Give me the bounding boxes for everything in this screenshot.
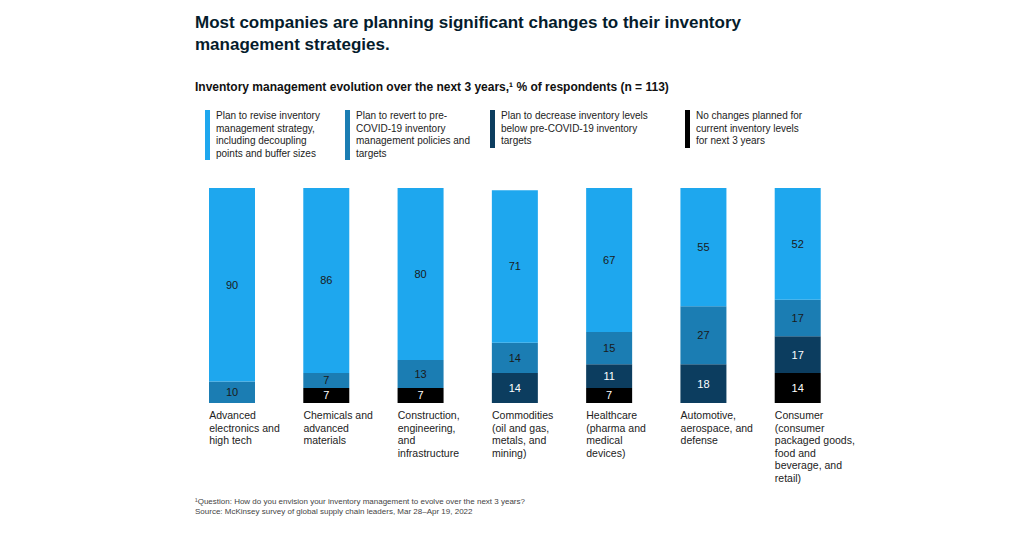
svg-text:14: 14 bbox=[509, 352, 521, 364]
svg-text:80: 80 bbox=[414, 268, 426, 280]
html-text:Plan to decrease inventory lev: Plan to decrease inventory levels below … bbox=[501, 110, 648, 146]
svg-text:Chemicals andadvancedmaterials: Chemicals andadvancedmaterials bbox=[303, 409, 373, 446]
svg-text:Automotive,aerospace, anddefen: Automotive,aerospace, anddefense bbox=[681, 409, 754, 446]
svg-text:17: 17 bbox=[792, 312, 804, 324]
svg-text:17: 17 bbox=[792, 349, 804, 361]
svg-text:18: 18 bbox=[697, 378, 709, 390]
svg-text:13: 13 bbox=[414, 368, 426, 380]
svg-text:90: 90 bbox=[226, 279, 238, 291]
html-text:Plan to revert to pre-COVID-19: Plan to revert to pre-COVID-19 inventory… bbox=[356, 110, 470, 159]
svg-text:7: 7 bbox=[323, 374, 329, 386]
svg-text:86: 86 bbox=[320, 274, 332, 286]
svg-text:7: 7 bbox=[323, 389, 329, 401]
svg-text:Healthcare(pharma andmedicalde: Healthcare(pharma andmedicaldevices) bbox=[586, 409, 646, 459]
html-text:Plan to revise inventory manag: Plan to revise inventory management stra… bbox=[216, 110, 320, 159]
svg-text:14: 14 bbox=[792, 382, 804, 394]
html-text:Source: McKinsey survey of glo: Source: McKinsey survey of global supply… bbox=[195, 507, 473, 516]
svg-text:52: 52 bbox=[792, 238, 804, 250]
svg-text:Construction,engineering,andin: Construction,engineering,andinfrastructu… bbox=[398, 409, 460, 459]
svg-text:67: 67 bbox=[603, 254, 615, 266]
svg-text:10: 10 bbox=[226, 386, 238, 398]
html-text:No changes planned for current: No changes planned for current inventory… bbox=[696, 110, 803, 146]
svg-text:71: 71 bbox=[509, 260, 521, 272]
svg-text:7: 7 bbox=[418, 389, 424, 401]
svg-text:Consumer(consumerpackaged good: Consumer(consumerpackaged goods,food and… bbox=[775, 409, 855, 484]
html-text:Inventory management evolution: Inventory management evolution over the … bbox=[195, 80, 669, 94]
svg-text:Advancedelectronics andhigh te: Advancedelectronics andhigh tech bbox=[209, 409, 280, 446]
html-text:¹Question: How do you envision: ¹Question: How do you envision your inve… bbox=[195, 497, 525, 506]
svg-text:Commodities(oil and gas,metals: Commodities(oil and gas,metals, andminin… bbox=[492, 409, 553, 459]
svg-text:55: 55 bbox=[697, 241, 709, 253]
svg-text:7: 7 bbox=[606, 389, 612, 401]
html-text:Most companies are planning si: Most companies are planning significant … bbox=[195, 13, 741, 54]
svg-text:14: 14 bbox=[509, 382, 521, 394]
svg-text:27: 27 bbox=[697, 329, 709, 341]
svg-text:11: 11 bbox=[603, 370, 614, 382]
svg-text:15: 15 bbox=[603, 342, 615, 354]
